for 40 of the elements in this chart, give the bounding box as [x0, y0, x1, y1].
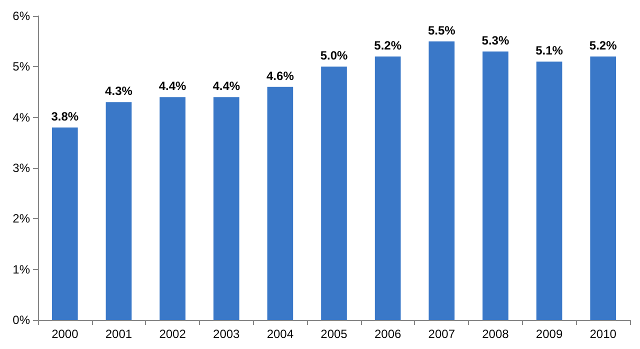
bar	[374, 56, 401, 320]
data-label: 5.2%	[374, 38, 402, 53]
data-label: 4.6%	[266, 68, 294, 83]
x-tick-label: 2007	[428, 327, 456, 341]
bar	[482, 51, 508, 320]
bar	[267, 86, 294, 320]
data-label: 4.4%	[212, 79, 240, 94]
y-tick-label: 6%	[12, 9, 30, 23]
bar	[590, 56, 616, 320]
y-tick-label: 4%	[12, 110, 30, 124]
x-tick-label: 2001	[105, 327, 132, 341]
bar	[321, 66, 347, 320]
x-tick-label: 2008	[482, 327, 510, 341]
bar	[160, 97, 186, 320]
data-label: 5.0%	[320, 48, 348, 63]
data-label: 5.3%	[482, 33, 510, 48]
x-tick-label: 2003	[213, 327, 240, 341]
bar	[536, 62, 562, 320]
y-tick-label: 0%	[12, 313, 30, 327]
bar	[106, 102, 132, 320]
data-label: 5.1%	[536, 44, 564, 58]
bar	[213, 97, 240, 320]
data-label: 5.5%	[428, 23, 456, 38]
data-label: 3.8%	[51, 109, 79, 124]
x-tick-label: 2000	[52, 327, 79, 341]
x-tick-label: 2002	[159, 327, 186, 341]
y-tick-label: 2%	[12, 212, 30, 226]
x-tick-label: 2004	[266, 327, 294, 341]
data-label: 4.3%	[105, 84, 133, 98]
bar	[52, 127, 78, 320]
data-label: 4.4%	[158, 79, 187, 94]
data-label: 5.2%	[589, 38, 618, 53]
x-tick-label: 2005	[320, 327, 348, 341]
y-tick-label: 3%	[12, 161, 30, 175]
x-tick-label: 2010	[590, 327, 617, 341]
y-tick-label: 5%	[12, 60, 30, 74]
x-tick-label: 2006	[374, 327, 402, 341]
x-tick-label: 2009	[536, 327, 563, 341]
bar	[428, 41, 455, 320]
y-tick-label: 1%	[12, 262, 30, 276]
